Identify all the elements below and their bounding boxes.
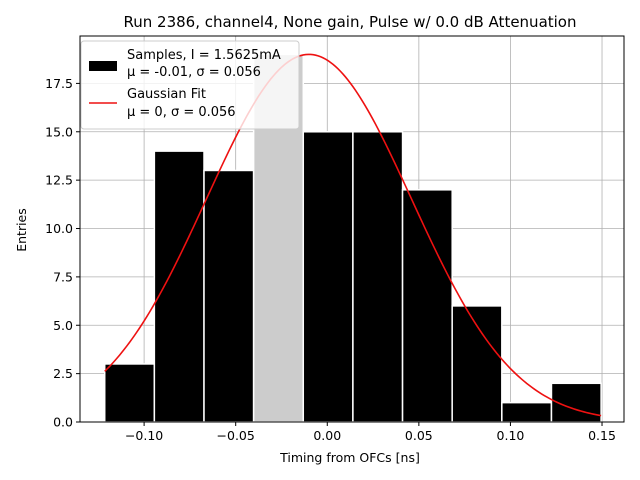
histogram-bar	[401, 189, 453, 423]
y-axis-ticks: 0.0 2.5 5.0 7.5 10.0 12.5 15.0 17.5	[45, 76, 80, 430]
gaussian-fit-line	[104, 53, 602, 417]
legend-histogram-stats: μ = -0.01, σ = 0.056	[127, 65, 261, 80]
legend-fit-stats: μ = 0, σ = 0.056	[127, 105, 236, 120]
y-tick-label: 5.0	[53, 318, 73, 333]
x-tick-label: 0.10	[497, 428, 525, 443]
legend-histogram-label: Samples, I = 1.5625mA	[127, 48, 281, 63]
y-tick-label: 10.0	[45, 221, 73, 236]
x-tick-label: 0.00	[313, 428, 341, 443]
x-tick-label: 0.05	[405, 428, 433, 443]
y-tick-label: 15.0	[45, 124, 73, 139]
legend: Samples, I = 1.5625mA μ = -0.01, σ = 0.0…	[80, 40, 300, 130]
histogram-bar	[352, 131, 404, 423]
histogram-bar	[153, 150, 205, 423]
y-tick-label: 12.5	[45, 173, 73, 188]
chart-title: Run 2386, channel4, None gain, Pulse w/ …	[124, 13, 577, 31]
y-axis-label: Entries	[14, 208, 29, 252]
histogram-bar	[451, 305, 503, 423]
x-tick-label: −0.05	[217, 428, 255, 443]
legend-histogram-swatch	[89, 61, 117, 71]
histogram-bar	[203, 169, 255, 423]
y-tick-label: 0.0	[53, 415, 73, 430]
x-tick-label: −0.10	[125, 428, 163, 443]
histogram-bar	[501, 401, 553, 423]
x-axis-label: Timing from OFCs [ns]	[279, 450, 420, 465]
x-tick-label: 0.15	[588, 428, 616, 443]
histogram-bar	[550, 382, 602, 423]
y-tick-label: 7.5	[53, 269, 73, 284]
histogram-bar	[302, 131, 354, 423]
y-tick-label: 17.5	[45, 76, 73, 91]
legend-box	[80, 40, 300, 130]
y-tick-label: 2.5	[53, 366, 73, 381]
legend-fit-label: Gaussian Fit	[127, 87, 206, 102]
histogram-bar	[103, 363, 156, 423]
x-axis-ticks: −0.10 −0.05 0.00 0.05 0.10 0.15	[125, 422, 616, 443]
